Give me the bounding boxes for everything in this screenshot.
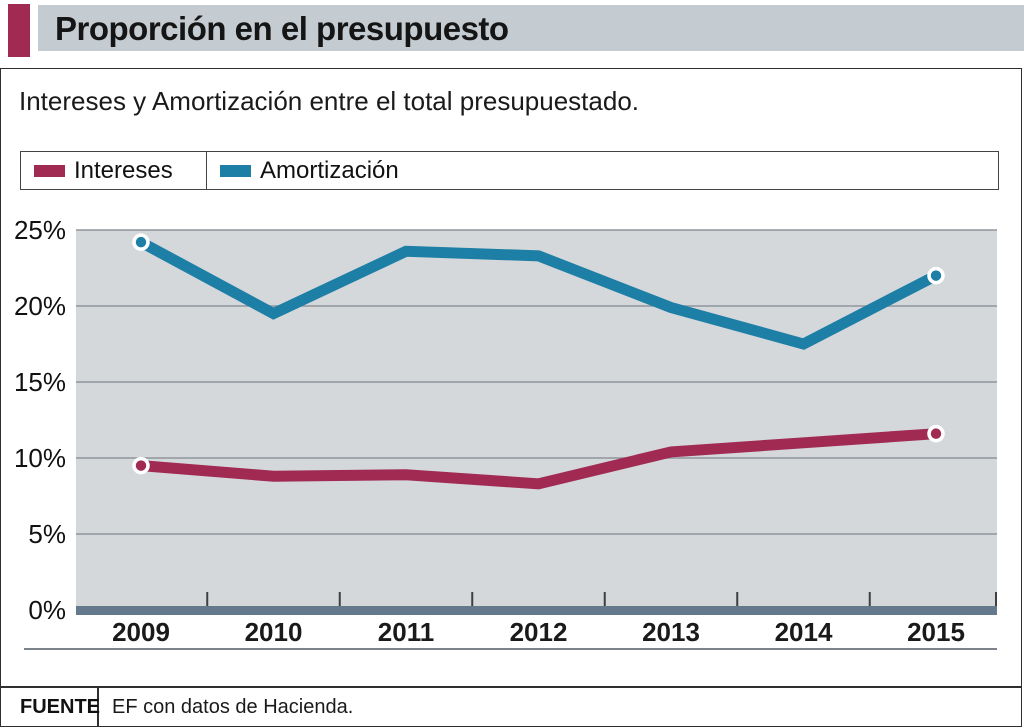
- x-axis-label-2010: 2010: [244, 617, 303, 647]
- chart-subtitle: Intereses y Amortización entre el total …: [19, 86, 640, 116]
- legend-item-amortizacion: Amortización: [207, 152, 399, 189]
- legend: Intereses Amortización: [20, 151, 999, 190]
- intereses-swatch: [34, 164, 65, 177]
- y-axis-label-15%: 15%: [13, 367, 66, 397]
- y-axis-label-25%: 25%: [13, 215, 66, 245]
- source-text: EF con datos de Hacienda.: [112, 696, 354, 718]
- x-axis-label-2014: 2014: [774, 617, 833, 647]
- series-line-intereses: [140, 428, 937, 490]
- marker-intereses-2015: [927, 424, 945, 443]
- y-axis-label-20%: 20%: [13, 291, 66, 321]
- x-axis-label-2013: 2013: [642, 617, 700, 647]
- x-axis-label-2011: 2011: [377, 617, 435, 647]
- marker-intereses-2009: [132, 456, 150, 475]
- series-line-amortización: [138, 237, 939, 350]
- page-title: Proporción en el presupuesto: [55, 10, 509, 47]
- x-axis-underline: [24, 648, 997, 650]
- x-axis-baseline: [76, 606, 997, 615]
- legend-label-amortizacion: Amortización: [260, 156, 399, 184]
- legend-label-intereses: Intereses: [74, 156, 173, 184]
- y-axis-label-10%: 10%: [13, 443, 66, 473]
- marker-amortización-2015: [927, 266, 945, 285]
- header-band: Proporción en el presupuesto: [38, 5, 1024, 51]
- header-accent-bar: [8, 4, 30, 57]
- line-chart: [76, 229, 997, 610]
- footer-divider-line: [0, 686, 1022, 688]
- y-axis-label-0%: 0%: [28, 595, 66, 625]
- legend-item-intereses: Intereses: [21, 152, 207, 189]
- footer-vertical-divider: [97, 688, 99, 727]
- source-label: FUENTE: [20, 696, 100, 718]
- marker-amortización-2009: [132, 233, 150, 251]
- x-axis-label-2009: 2009: [112, 617, 170, 647]
- amortizacion-swatch: [220, 164, 251, 177]
- x-axis-label-2012: 2012: [509, 617, 568, 647]
- x-axis-label-2015: 2015: [907, 617, 965, 647]
- y-axis-label-5%: 5%: [28, 519, 66, 549]
- plot-area: [76, 229, 997, 610]
